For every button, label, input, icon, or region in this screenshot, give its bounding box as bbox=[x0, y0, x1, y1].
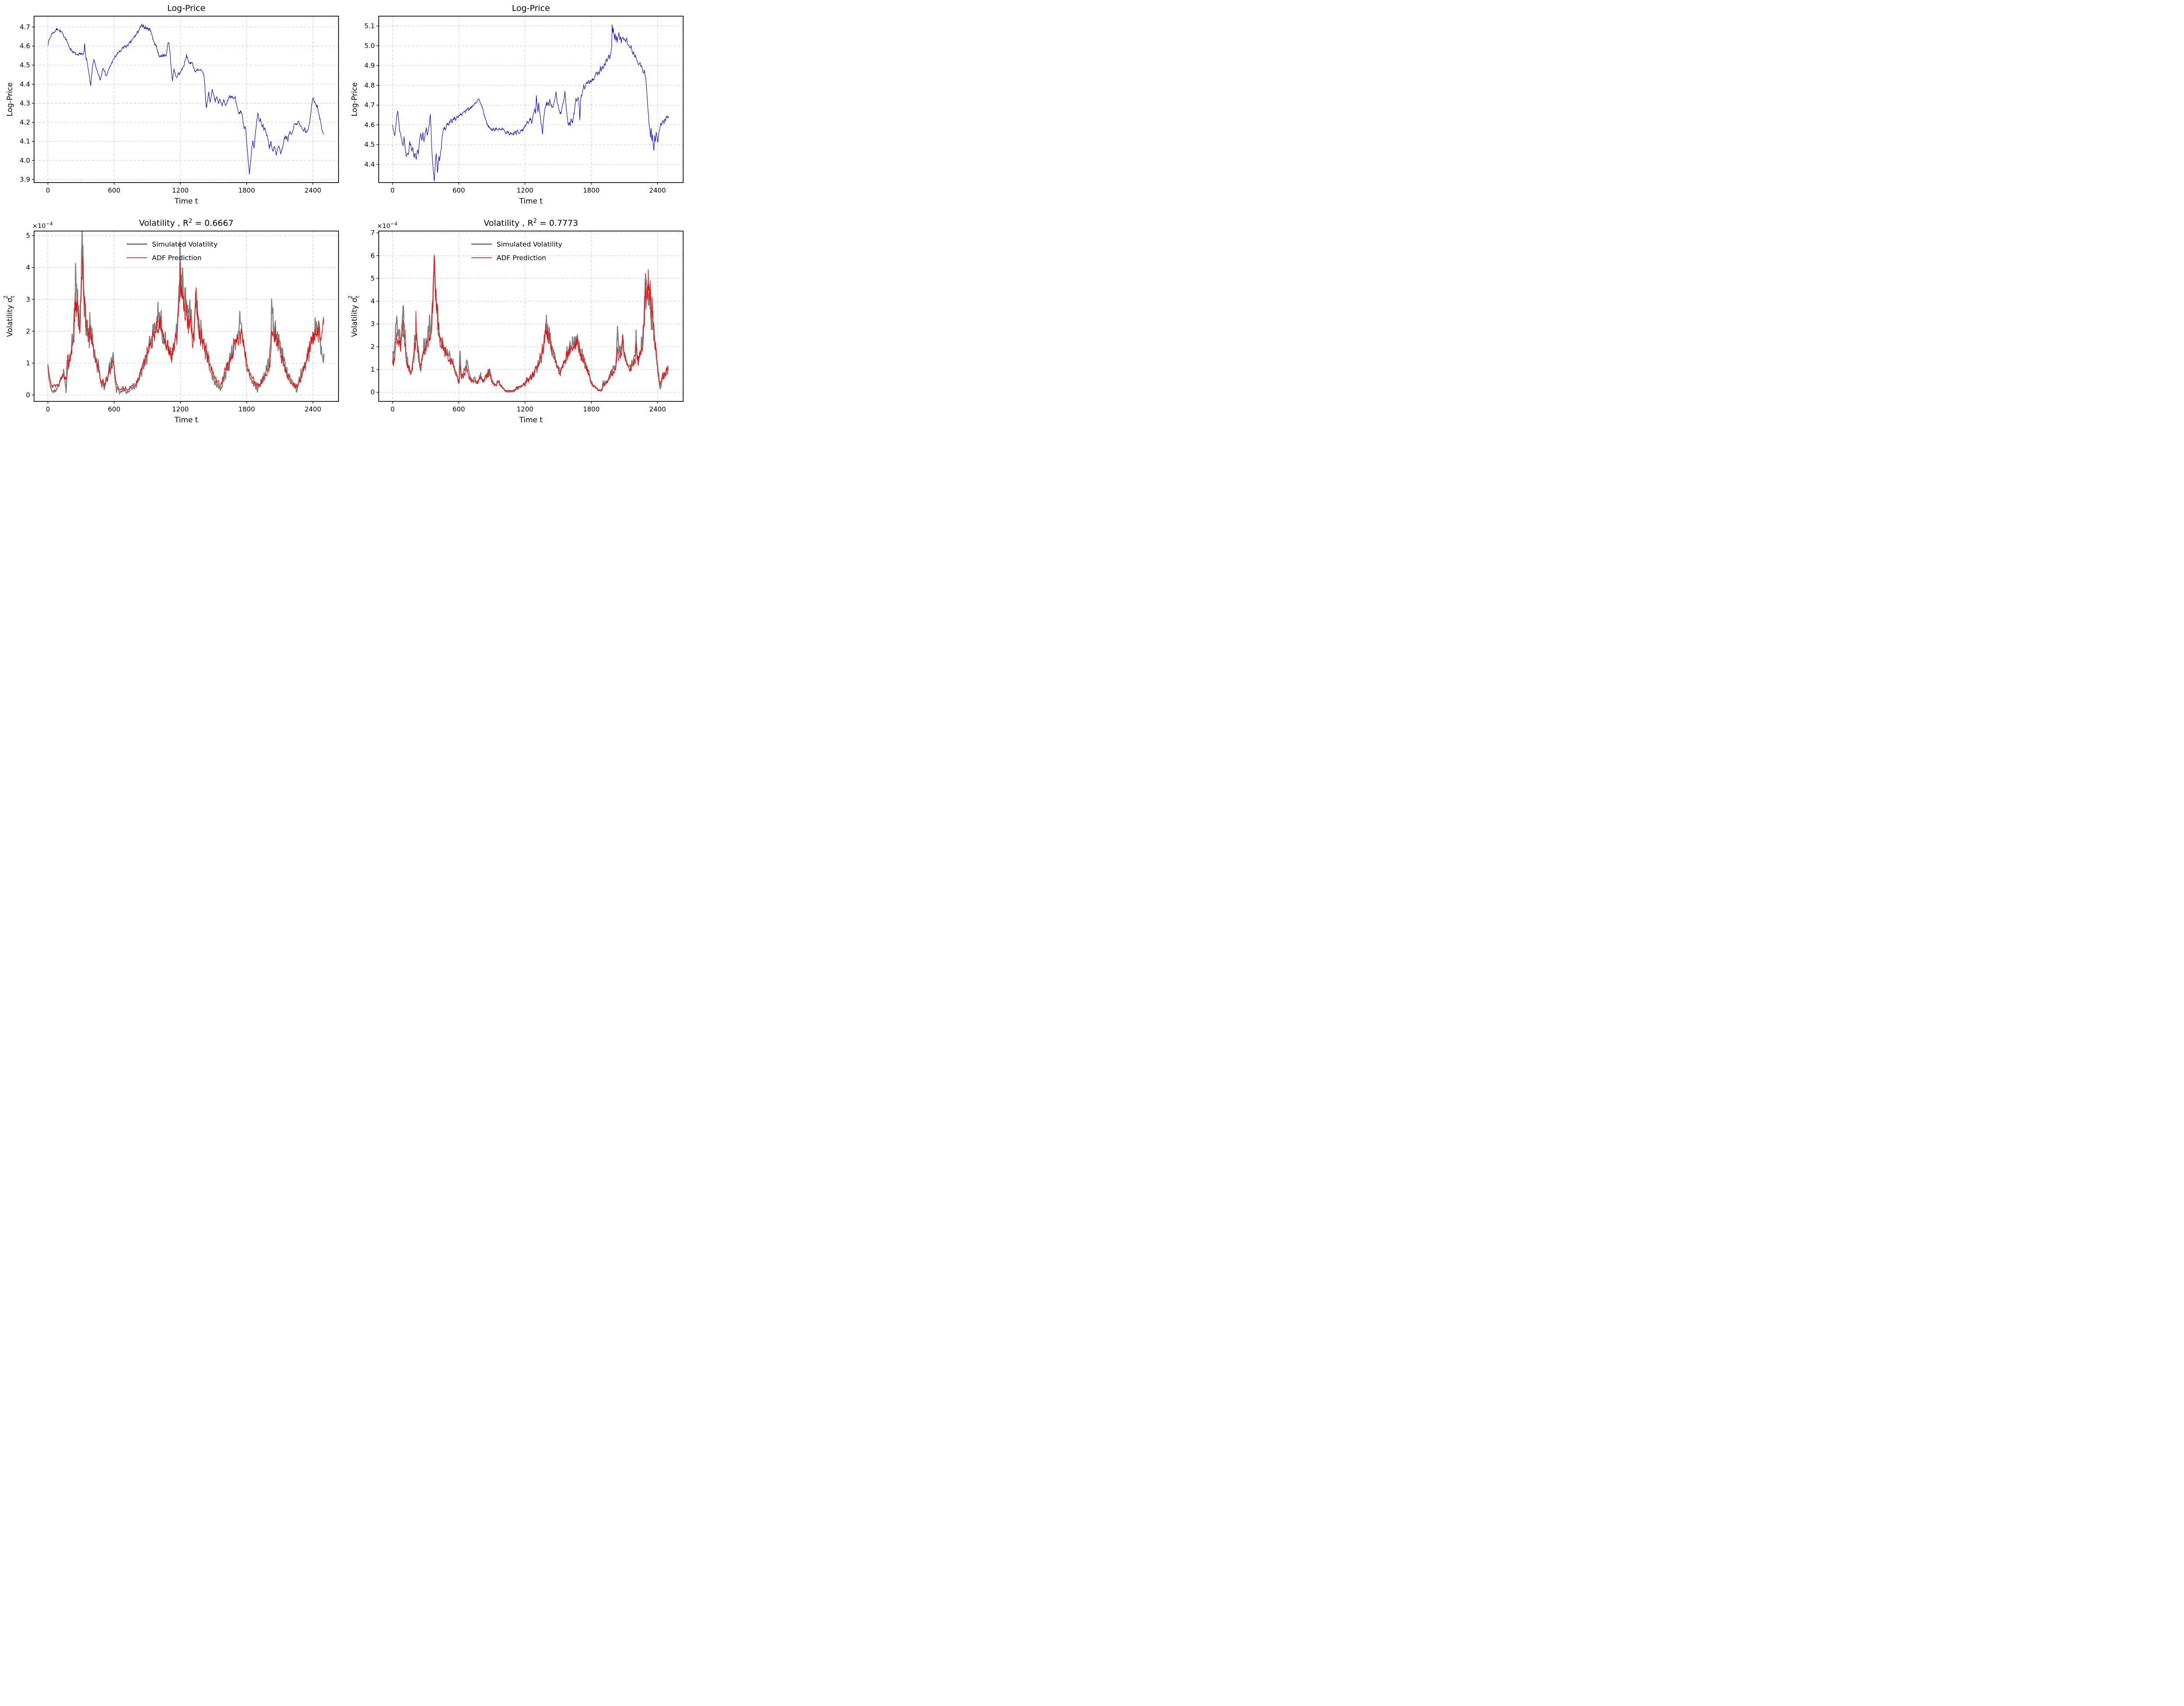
x-tick-label: 0 bbox=[46, 186, 50, 194]
legend: Simulated Volatility ADF Prediction bbox=[471, 241, 562, 262]
tick-marks bbox=[32, 235, 313, 404]
axis-offset-text: ×10−4 bbox=[32, 221, 53, 230]
axes-frame bbox=[34, 231, 339, 402]
subplot-volatility-right: 0 600 1200 1800 2400 0 1 2 3 4 5 6 7 Volatility , R2 … bbox=[347, 218, 684, 425]
tick-labels: 0 600 1200 1800 2400 0 1 2 3 4 5 bbox=[26, 232, 321, 413]
figure-canvas: 0 600 1200 1800 2400 3.9 4.0 4.1 4.2 4.3 4.4 4.5 4.6… bbox=[0, 0, 689, 427]
x-tick-label: 600 bbox=[453, 405, 465, 413]
x-axis-label: Time t bbox=[174, 197, 198, 206]
y-tick-label: 6 bbox=[370, 252, 375, 259]
y-tick-label: 3 bbox=[26, 296, 30, 304]
tick-labels: 0 600 1200 1800 2400 3.9 4.0 4.1 4.2 4.3 4.4 4.5 4.6… bbox=[20, 23, 321, 194]
axes-frame bbox=[378, 231, 684, 402]
x-tick-label: 0 bbox=[46, 405, 50, 413]
y-tick-label: 2 bbox=[26, 327, 30, 335]
axes-frame bbox=[378, 16, 684, 183]
series-line-log-price bbox=[48, 24, 324, 175]
y-tick-label: 3 bbox=[370, 320, 375, 328]
y-tick-label: 4.7 bbox=[364, 101, 375, 109]
x-tick-label: 2400 bbox=[304, 186, 321, 194]
y-tick-label: 1 bbox=[370, 366, 375, 373]
y-tick-label: 5 bbox=[26, 232, 30, 240]
y-tick-label: 4.2 bbox=[20, 118, 30, 126]
figure-svg: 0 600 1200 1800 24003.94.04.14.24.34.44.54.6… bbox=[0, 0, 689, 427]
y-tick-label: 4.4 bbox=[20, 80, 30, 88]
y-tick-label: 4.3 bbox=[20, 99, 30, 107]
x-axis-label: Time t bbox=[519, 416, 543, 425]
y-tick-label: 4.5 bbox=[20, 61, 30, 69]
legend-label: Simulated Volatility bbox=[497, 241, 562, 249]
axis-offset-text: ×10−4 bbox=[377, 221, 397, 230]
x-tick-label: 1800 bbox=[238, 405, 255, 413]
chart-title: Log-Price bbox=[512, 3, 550, 13]
series-line-adf-prediction bbox=[47, 256, 324, 391]
x-tick-label: 1200 bbox=[517, 405, 533, 413]
y-tick-label: 4.0 bbox=[20, 156, 30, 164]
y-tick-label: 5.0 bbox=[364, 42, 375, 50]
y-tick-label: 4.7 bbox=[20, 23, 30, 31]
y-axis-label: Volatility σt2 bbox=[347, 296, 360, 337]
y-tick-label: 5 bbox=[370, 274, 375, 282]
x-tick-label: 1200 bbox=[172, 186, 189, 194]
y-tick-label: 4.9 bbox=[364, 62, 375, 69]
y-axis-label: Log-Price bbox=[350, 83, 359, 117]
y-tick-label: 4 bbox=[370, 297, 375, 305]
x-tick-label: 0 bbox=[390, 405, 395, 413]
y-tick-label: 0 bbox=[370, 388, 375, 396]
x-tick-label: 1800 bbox=[238, 186, 255, 194]
y-tick-label: 4.6 bbox=[20, 42, 30, 50]
tick-labels: 0 600 1200 1800 2400 4.4 4.5 4.6 4.7 4.8 4.9 5.0 5.1 bbox=[364, 22, 666, 194]
y-axis-label: Volatility σt2 bbox=[3, 296, 16, 337]
y-tick-label: 1 bbox=[26, 359, 30, 367]
x-tick-label: 600 bbox=[453, 186, 465, 194]
legend-label: ADF Prediction bbox=[497, 254, 546, 262]
y-tick-label: 4.5 bbox=[364, 141, 375, 148]
legend-label: Simulated Volatility bbox=[152, 241, 218, 249]
tick-marks bbox=[377, 25, 658, 185]
y-tick-label: 4.6 bbox=[364, 121, 375, 129]
y-tick-label: 4.1 bbox=[20, 138, 30, 145]
x-tick-label: 1200 bbox=[172, 405, 189, 413]
series-line-adf-prediction bbox=[392, 254, 669, 392]
subplot-log-price-left: 0 600 1200 1800 2400 3.9 4.0 4.1 4.2 4.3 4.4 4.5 4.6… bbox=[6, 3, 339, 206]
y-axis-label: Log-Price bbox=[6, 83, 14, 117]
series-line-simulated-volatility bbox=[47, 231, 325, 395]
y-tick-label: 3.9 bbox=[20, 176, 30, 183]
y-tick-label: 4.4 bbox=[364, 160, 375, 168]
x-axis-label: Time t bbox=[174, 416, 198, 425]
legend: Simulated Volatility ADF Prediction bbox=[127, 241, 218, 262]
chart-title: Volatility , R2 = 0.7773 bbox=[484, 218, 578, 228]
x-tick-label: 1200 bbox=[517, 186, 533, 194]
tick-marks bbox=[377, 232, 658, 404]
subplot-volatility-left: 0 600 1200 1800 2400 0 1 2 3 4 5 Volatility , R2 = … bbox=[3, 218, 339, 425]
chart-title: Volatility , R2 = 0.6667 bbox=[139, 218, 233, 228]
x-tick-label: 600 bbox=[108, 405, 121, 413]
tick-labels: 0 600 1200 1800 2400 0 1 2 3 4 5 6 7 bbox=[370, 229, 666, 413]
x-tick-label: 600 bbox=[108, 186, 121, 194]
y-tick-label: 2 bbox=[370, 343, 375, 351]
x-tick-label: 1800 bbox=[583, 186, 600, 194]
chart-title: Log-Price bbox=[167, 3, 205, 13]
x-tick-label: 2400 bbox=[649, 186, 666, 194]
x-tick-label: 2400 bbox=[649, 405, 666, 413]
y-tick-label: 5.1 bbox=[364, 22, 375, 30]
tick-marks bbox=[32, 27, 313, 185]
x-tick-label: 0 bbox=[390, 186, 395, 194]
subplot-log-price-right: 0 600 1200 1800 2400 4.4 4.5 4.6 4.7 4.8 4.9 5.0 5.1… bbox=[350, 3, 684, 206]
x-axis-label: Time t bbox=[519, 197, 543, 206]
series-line-log-price bbox=[392, 24, 669, 182]
y-tick-label: 4.8 bbox=[364, 81, 375, 89]
y-tick-label: 4 bbox=[26, 264, 30, 272]
axes-frame bbox=[34, 16, 339, 183]
y-tick-label: 0 bbox=[26, 391, 30, 399]
x-tick-label: 2400 bbox=[304, 405, 321, 413]
x-tick-label: 1800 bbox=[583, 405, 600, 413]
legend-label: ADF Prediction bbox=[152, 254, 201, 262]
y-tick-label: 7 bbox=[370, 229, 375, 237]
